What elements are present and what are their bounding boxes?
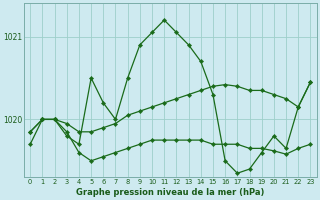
X-axis label: Graphe pression niveau de la mer (hPa): Graphe pression niveau de la mer (hPa) <box>76 188 265 197</box>
